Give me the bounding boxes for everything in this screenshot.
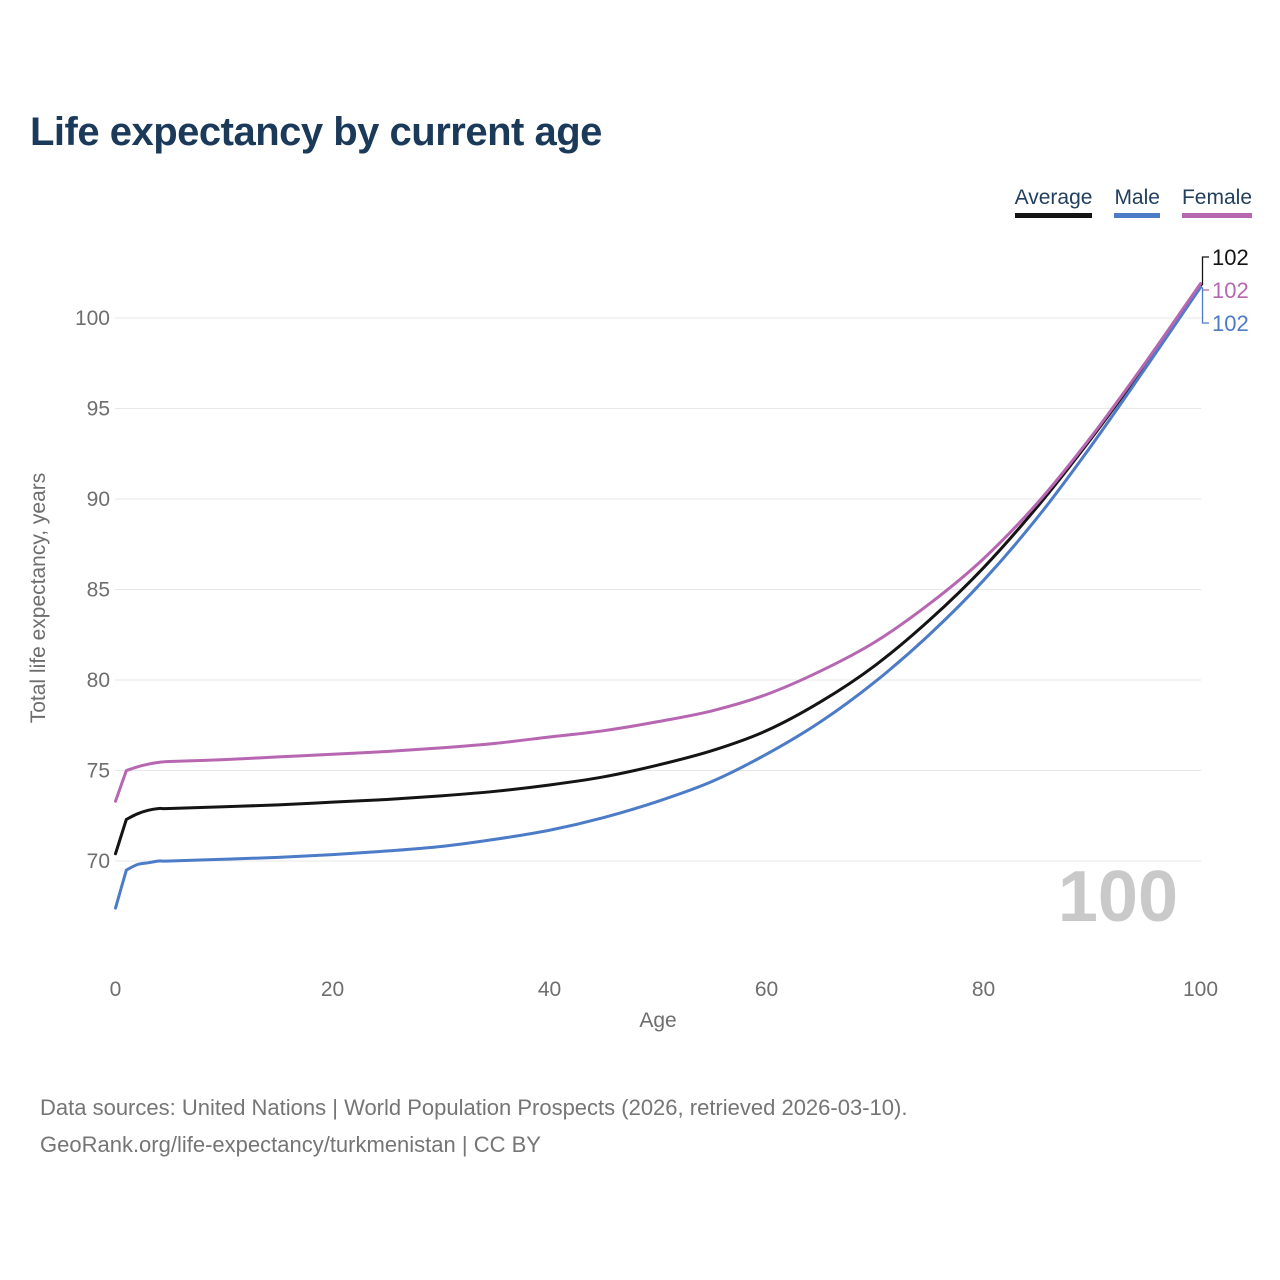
y-tick-label: 70 — [87, 850, 110, 873]
legend-label-average: Average — [1014, 186, 1093, 209]
series-end-value-female: 102 — [1212, 278, 1249, 303]
x-tick-label: 100 — [1183, 978, 1218, 1001]
x-tick-label: 20 — [321, 978, 344, 1001]
series-line-male[interactable] — [114, 285, 1202, 910]
end-label-connector-male — [1201, 287, 1209, 324]
footer-attribution-line: GeoRank.org/life-expectancy/turkmenistan… — [40, 1132, 541, 1157]
series-end-value-male: 102 — [1212, 311, 1249, 336]
series-line-female[interactable] — [114, 282, 1202, 803]
legend-label-male: Male — [1114, 186, 1160, 209]
legend-label-female: Female — [1181, 186, 1252, 209]
y-tick-label: 90 — [87, 488, 110, 511]
legend-item-male[interactable]: Male — [1114, 185, 1160, 218]
legend-item-female[interactable]: Female — [1181, 185, 1252, 218]
end-label-connector-average — [1201, 256, 1209, 286]
series-end-value-average: 102 — [1212, 245, 1249, 270]
x-tick-label: 60 — [755, 978, 778, 1001]
footer-sources-line: Data sources: United Nations | World Pop… — [40, 1095, 908, 1120]
y-tick-label: 85 — [87, 579, 110, 602]
y-tick-label: 100 — [75, 307, 110, 330]
legend-swatch-female — [1181, 213, 1252, 218]
legend-item-average[interactable]: Average — [1014, 185, 1093, 218]
page-title: Life expectancy by current age — [30, 110, 602, 154]
y-tick-label: 80 — [87, 669, 110, 692]
series-line-average[interactable] — [114, 283, 1202, 856]
x-tick-label: 0 — [110, 978, 122, 1001]
x-tick-label: 80 — [972, 978, 995, 1001]
x-tick-label: 40 — [538, 978, 561, 1001]
y-tick-label: 95 — [87, 398, 110, 421]
age-watermark: 100 — [1058, 857, 1178, 937]
legend-swatch-average — [1014, 213, 1093, 218]
y-axis-title: Total life expectancy, years — [27, 473, 50, 724]
legend: Average Male Female — [1014, 185, 1252, 218]
y-tick-label: 75 — [87, 760, 110, 783]
data-sources-footer: Data sources: United Nations | World Pop… — [40, 1089, 907, 1163]
x-axis-title: Age — [639, 1009, 676, 1032]
legend-swatch-male — [1114, 213, 1160, 218]
